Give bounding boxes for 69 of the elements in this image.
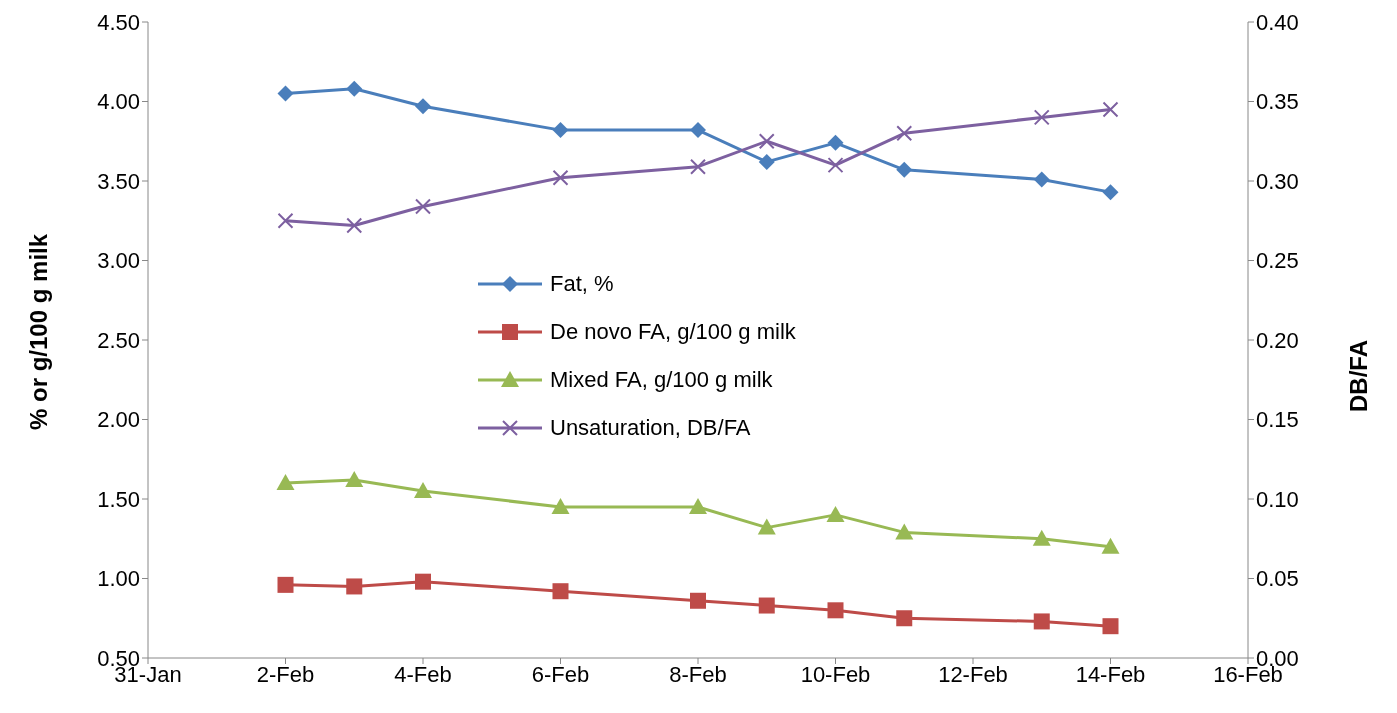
point <box>277 212 294 229</box>
point <box>690 158 706 175</box>
legend-label: Unsaturation, DB/FA <box>550 415 751 441</box>
y-axis-title: % or g/100 g milk <box>24 233 52 430</box>
point <box>826 505 845 522</box>
y-tick-label: 2.00 <box>97 407 140 433</box>
point <box>827 157 844 174</box>
y2-tick-label: 0.40 <box>1256 9 1299 35</box>
point <box>415 573 431 590</box>
point <box>415 98 431 115</box>
y2-tick-label: 0.15 <box>1256 407 1299 433</box>
point <box>277 576 294 593</box>
point <box>758 133 775 150</box>
point <box>896 161 913 178</box>
point <box>896 610 913 627</box>
point <box>414 482 432 499</box>
point <box>758 153 775 170</box>
y2-tick-label: 0.10 <box>1256 486 1299 512</box>
point <box>552 122 569 139</box>
point <box>1033 613 1050 630</box>
point <box>896 125 913 142</box>
point <box>346 217 363 234</box>
point <box>1101 537 1120 554</box>
point <box>1102 618 1119 635</box>
y2-tick-label: 0.05 <box>1256 566 1299 592</box>
point <box>346 578 363 595</box>
x-tick-label: 2-Feb <box>256 661 315 687</box>
legend-label: Mixed FA, g/100 g milk <box>550 367 773 393</box>
point <box>551 497 570 514</box>
y-tick-label: 4.50 <box>97 9 140 35</box>
point <box>690 122 706 139</box>
legend-label: Fat, % <box>550 271 614 297</box>
point <box>1033 171 1050 188</box>
x-tick-label: 10-Feb <box>800 661 871 687</box>
y-tick-label: 4.00 <box>97 89 140 115</box>
y-tick-label: 1.00 <box>97 566 140 592</box>
point <box>690 592 706 609</box>
point <box>552 583 569 600</box>
x-tick-label: 6-Feb <box>531 661 590 687</box>
point <box>345 470 364 487</box>
point <box>1033 109 1050 126</box>
point <box>827 134 844 151</box>
point <box>689 497 707 514</box>
point <box>277 85 294 102</box>
point <box>552 169 569 186</box>
legend-label: De novo FA, g/100 g milk <box>550 319 796 345</box>
y-tick-label: 3.00 <box>97 248 140 274</box>
point <box>346 80 363 97</box>
point <box>1102 184 1119 201</box>
y-tick-label: 2.50 <box>97 327 140 353</box>
x-tick-label: 4-Feb <box>394 661 452 687</box>
y2-axis-title: DB/FA <box>1344 340 1372 412</box>
point <box>1032 529 1051 546</box>
x-tick-label: 8-Feb <box>669 661 727 687</box>
y-tick-label: 1.50 <box>97 486 140 512</box>
point <box>895 523 914 540</box>
point <box>1102 101 1119 118</box>
point <box>276 474 295 491</box>
point <box>758 597 775 614</box>
y2-tick-label: 0.20 <box>1256 327 1299 353</box>
y2-tick-label: 0.25 <box>1256 248 1299 274</box>
x-tick-label: 14-Feb <box>1075 661 1146 687</box>
y2-tick-label: 0.30 <box>1256 168 1299 194</box>
y2-tick-label: 0.35 <box>1256 89 1299 115</box>
x-tick-label: 12-Feb <box>938 661 1008 687</box>
point <box>757 518 776 535</box>
y-tick-label: 3.50 <box>97 168 140 194</box>
point <box>415 198 431 215</box>
point <box>827 602 844 619</box>
